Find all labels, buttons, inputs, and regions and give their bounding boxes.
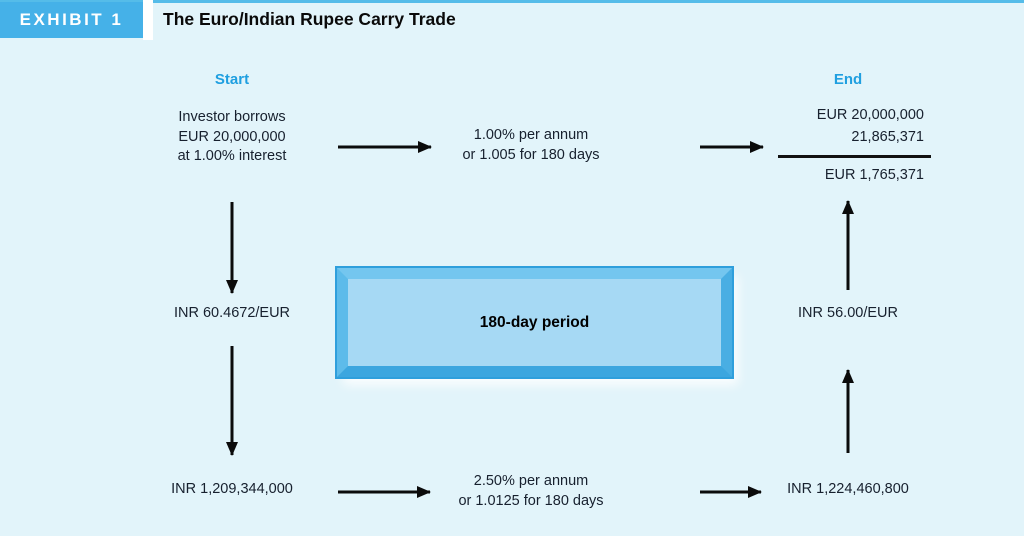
exhibit-title: The Euro/Indian Rupee Carry Trade bbox=[163, 9, 456, 29]
investor-borrows-text: Investor borrows EUR 20,000,000 at 1.00%… bbox=[132, 108, 332, 167]
euro-rate-line2: or 1.005 for 180 days bbox=[462, 146, 600, 163]
period-box-label: 180-day period bbox=[479, 313, 590, 331]
top-border-rule bbox=[0, 0, 1024, 3]
investor-borrows-line3: at 1.00% interest bbox=[177, 148, 287, 164]
subtraction-line bbox=[778, 155, 931, 158]
end-profit-text: EUR 1,765,371 bbox=[824, 167, 924, 183]
inr-interest-rate-text: 2.50% per annum or 1.0125 for 180 days bbox=[421, 471, 641, 511]
start-column-label: Start bbox=[214, 71, 250, 88]
end-gross-amount: 21,865,371 bbox=[851, 129, 924, 145]
inr-converted-label: INR 1,209,344,000 bbox=[171, 481, 293, 497]
end-amounts-text: EUR 20,000,000 21,865,371 bbox=[724, 104, 924, 148]
inr-rate-line2: or 1.0125 for 180 days bbox=[458, 493, 604, 509]
spot-rate-label: INR 60.4672/EUR bbox=[173, 305, 291, 321]
inr-rate-line1: 2.50% per annum bbox=[473, 473, 589, 489]
forward-rate-label: INR 56.00/EUR bbox=[798, 305, 898, 321]
end-loan-amount: EUR 20,000,000 bbox=[816, 107, 924, 123]
exhibit-badge-label: EXHIBIT 1 bbox=[19, 10, 124, 29]
euro-rate-line1: 1.00% per annum bbox=[473, 127, 589, 143]
inr-total-label: INR 1,224,460,800 bbox=[787, 481, 909, 497]
period-box: 180-day period bbox=[337, 268, 732, 377]
end-column-label: End bbox=[833, 71, 863, 88]
exhibit-badge: EXHIBIT 1 bbox=[0, 2, 143, 38]
investor-borrows-line2: EUR 20,000,000 bbox=[178, 128, 286, 145]
investor-borrows-line1: Investor borrows bbox=[178, 109, 286, 125]
badge-divider bbox=[143, 0, 153, 40]
euro-interest-rate-text: 1.00% per annum or 1.005 for 180 days bbox=[421, 126, 641, 165]
